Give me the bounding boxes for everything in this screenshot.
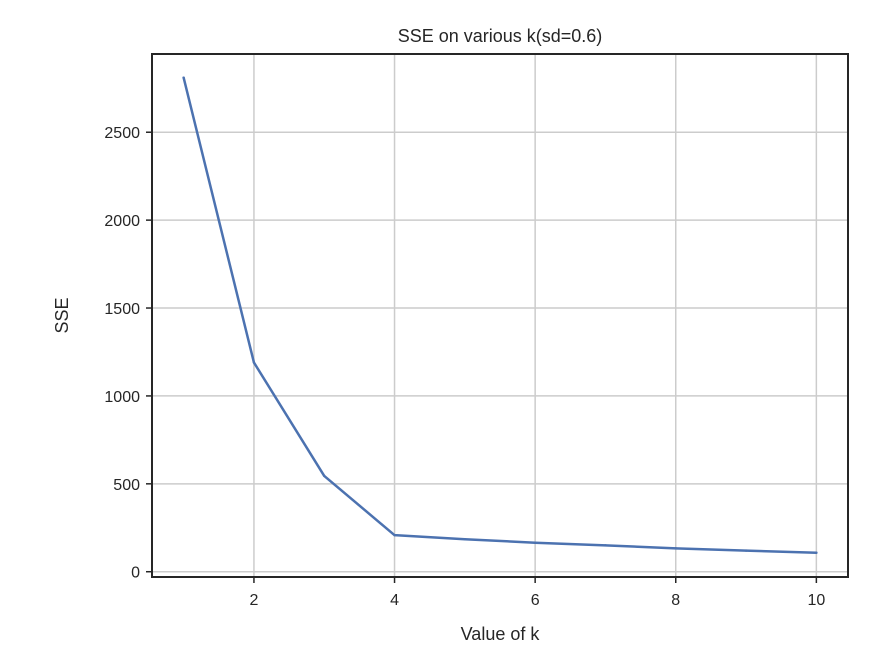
- x-axis-title: Value of k: [461, 624, 541, 644]
- data-point: [533, 541, 537, 544]
- y-tick-label: 2500: [104, 125, 140, 142]
- data-point: [604, 544, 607, 547]
- series-layer: [182, 76, 818, 554]
- y-tick-label: 1500: [104, 301, 140, 318]
- data-point: [323, 474, 326, 478]
- data-point: [674, 547, 677, 550]
- y-axis-title: SSE: [52, 297, 72, 333]
- y-tick-label: 2000: [104, 213, 140, 230]
- x-tick-label: 4: [390, 592, 399, 609]
- data-point: [393, 533, 396, 537]
- ticks: 2 4 6 8 10 0 500 1000 1500 2000 2500: [104, 125, 825, 609]
- x-tick-label: 6: [531, 592, 540, 609]
- chart-title: SSE on various k(sd=0.6): [398, 26, 603, 46]
- x-tick-label: 10: [807, 592, 825, 609]
- plot-frame: [151, 53, 849, 578]
- data-point: [463, 538, 467, 541]
- x-tick-label: 2: [249, 592, 258, 609]
- grid: [152, 54, 848, 577]
- data-point: [182, 76, 185, 79]
- data-point: [252, 361, 256, 364]
- y-tick-label: 0: [131, 565, 140, 582]
- y-tick-label: 1000: [104, 389, 140, 406]
- x-tick-label: 8: [671, 592, 680, 609]
- series-line: [182, 76, 818, 554]
- y-tick-label: 500: [113, 477, 140, 494]
- data-point: [815, 551, 818, 554]
- data-point: [744, 549, 748, 552]
